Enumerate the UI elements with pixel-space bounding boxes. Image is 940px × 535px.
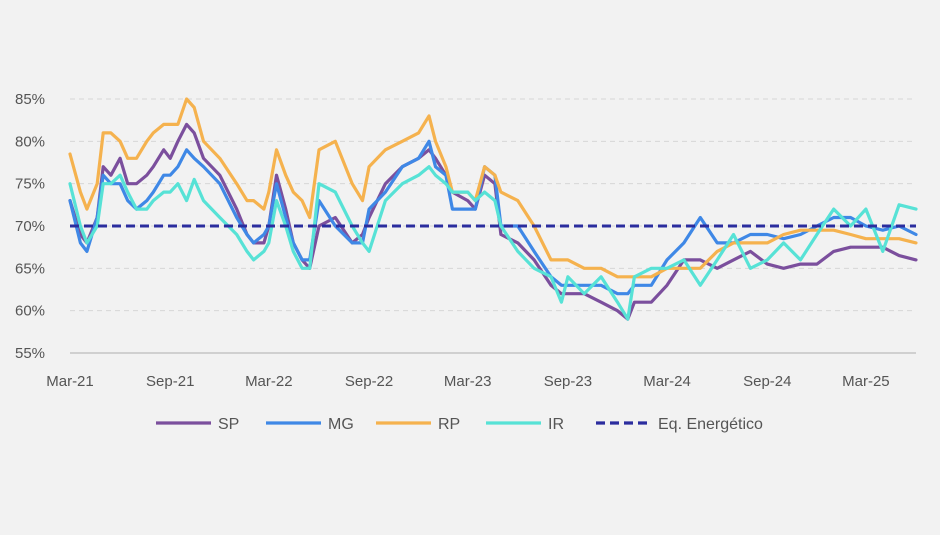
legend-label: RP [438,416,460,433]
legend-label: IR [548,416,564,433]
series-line-rp [68,97,918,279]
legend-label: SP [218,416,239,433]
x-tick-label: Sep-24 [743,373,791,390]
series-line-mg [68,139,918,296]
axes: 55% 60% 65% 70% 75% 80% 85% Mar-21 Sep-21 Mar-22 S… [15,91,916,390]
y-tick-label: 55% [15,345,45,362]
x-tick-label: Mar-23 [444,373,492,390]
y-tick-label: 80% [15,133,45,150]
legend-label: Eq. Energético [658,416,763,433]
x-tick-label: Sep-22 [345,373,393,390]
x-tick-label: Mar-25 [842,373,890,390]
x-tick-label: Mar-24 [643,373,691,390]
series-line-sp [68,122,918,321]
series-line-ir [68,165,918,321]
grid-lines [70,98,916,312]
series-lines [68,97,918,321]
x-tick-label: Mar-22 [245,373,293,390]
x-tick-label: Mar-21 [46,373,94,390]
y-tick-label: 65% [15,260,45,277]
y-tick-label: 75% [15,176,45,193]
x-tick-label: Sep-21 [146,373,194,390]
legend: SP MG RP IR Eq. Energético [156,416,763,433]
y-tick-label: 70% [15,218,45,235]
y-tick-label: 60% [15,303,45,320]
y-tick-label: 85% [15,91,45,108]
x-tick-label: Sep-23 [544,373,592,390]
legend-label: MG [328,416,354,433]
